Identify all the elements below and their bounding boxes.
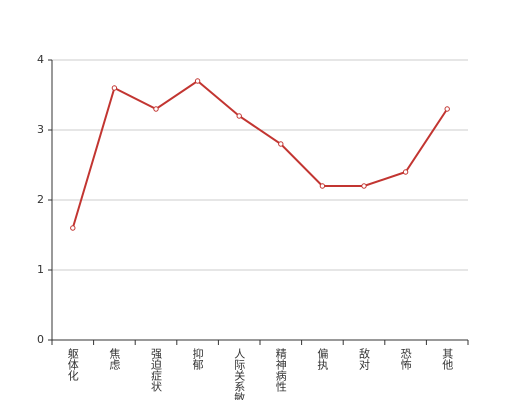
point [153,106,159,112]
point [402,169,409,175]
x-tick-label: 抑郁 [191,347,204,370]
line [71,79,449,229]
y-tick-label: 4 [37,53,44,66]
point [70,225,76,231]
x-tick-label: 精神病性 [274,348,287,393]
x-tick-label: 敌对 [358,347,371,370]
point [361,183,367,189]
x-tick-label: 躯体化 [66,348,79,382]
point [111,85,118,91]
x-tick-label: 恐怖 [399,348,412,370]
x-tick-label: 强迫症状 [150,348,163,392]
point [319,183,326,189]
y-tick-label: 3 [37,123,44,136]
y-tick-label: 2 [37,193,44,206]
point [444,106,450,112]
point [278,141,284,147]
y-tick-label: 1 [37,263,44,276]
x-tick-label: 人际关系敏感 [233,348,246,400]
x-tick-label: 焦虑 [108,348,121,370]
point [236,113,242,119]
x-tick-label: 其他 [441,348,454,370]
x-tick-label: 偏执 [316,347,329,371]
y-tick-label: 0 [37,333,44,346]
point [194,78,201,84]
